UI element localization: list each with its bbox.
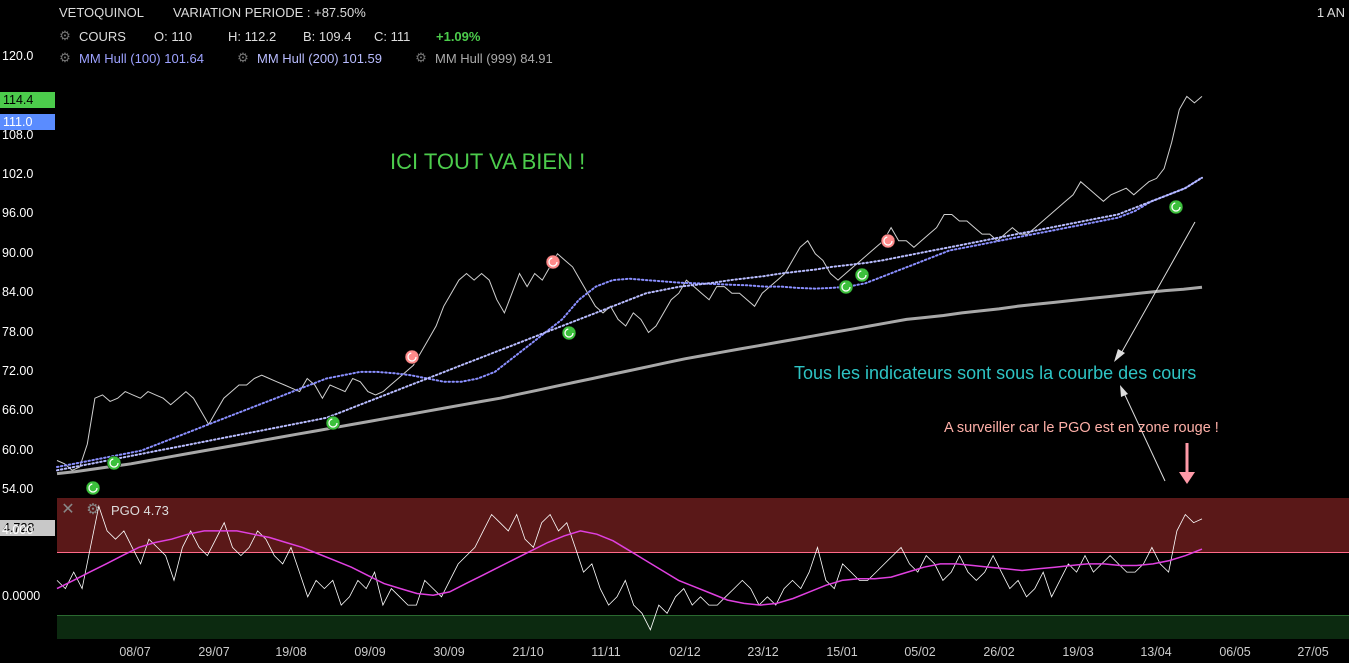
variation-label: VARIATION PERIODE : +87.50%	[173, 5, 366, 20]
sell-signal-icon	[404, 349, 420, 365]
mm100-gear-icon[interactable]: ⚙	[59, 50, 71, 65]
x-tick-label: 09/09	[354, 645, 386, 659]
y-tick-label: 120.0	[2, 49, 34, 63]
sell-signal-icon	[545, 254, 561, 270]
y-tick-label: 66.00	[2, 403, 34, 418]
buy-signal-icon	[838, 279, 854, 295]
high-value: H: 112.2	[228, 29, 277, 44]
x-tick-label: 26/02	[983, 645, 1015, 659]
open-value: O: 110	[154, 29, 193, 44]
arrow-line	[1118, 221, 1196, 358]
x-tick-label: 19/03	[1062, 645, 1094, 659]
mm100-label: MM Hull (100) 101.64	[79, 51, 204, 66]
signal-glyph	[1171, 202, 1181, 212]
x-tick-label: 21/10	[512, 645, 544, 659]
y-tick-label: 96.00	[2, 206, 34, 221]
buy-signal-icon	[325, 415, 341, 431]
x-tick-label: 19/08	[275, 645, 307, 659]
cours-label: COURS	[79, 29, 126, 44]
y-tick-label: 78.00	[2, 324, 34, 339]
x-tick-label: 13/04	[1140, 645, 1172, 659]
pgo-green-zone	[57, 615, 1349, 639]
signal-glyph	[328, 418, 338, 428]
pgo-red-zone	[57, 498, 1349, 553]
x-tick-label: 29/07	[198, 645, 230, 659]
buy-signal-icon	[561, 325, 577, 341]
series-line-mm100	[56, 176, 1203, 468]
arrow-line	[1123, 392, 1166, 482]
buy-signal-icon	[1168, 199, 1184, 215]
x-tick-label: 15/01	[826, 645, 858, 659]
x-tick-label: 23/12	[747, 645, 779, 659]
series-line-mm200	[56, 176, 1203, 472]
y-tick-label: 102.0	[2, 167, 34, 182]
pgo-y-tick-label: 0.0000	[2, 588, 41, 603]
mm200-gear-icon[interactable]: ⚙	[237, 50, 249, 65]
x-tick-label: 06/05	[1219, 645, 1251, 659]
y-tick-label: 90.00	[2, 245, 34, 260]
close-value: C: 111	[374, 29, 411, 44]
pgo-close-icon[interactable]: ✕	[61, 501, 75, 518]
signal-glyph	[841, 282, 851, 292]
signal-glyph	[548, 257, 558, 267]
pgo-badge: 4.728	[0, 520, 55, 536]
pgo-title: PGO 4.73	[111, 503, 169, 518]
y-tick-label: 72.00	[2, 363, 34, 378]
period-button[interactable]: 1 AN	[1316, 5, 1345, 20]
annotation-green: ICI TOUT VA BIEN !	[390, 149, 586, 174]
pgo-gear-icon[interactable]: ⚙	[86, 501, 100, 518]
buy-signal-icon	[854, 267, 870, 283]
price-badge-green: 114.4	[0, 92, 55, 108]
mm999-label: MM Hull (999) 84.91	[435, 51, 553, 66]
signal-glyph	[857, 270, 867, 280]
mm999-gear-icon[interactable]: ⚙	[415, 50, 427, 65]
y-tick-label: 108.0	[2, 127, 34, 142]
arrow-head	[1114, 349, 1125, 362]
low-value: B: 109.4	[303, 29, 352, 44]
signal-glyph	[407, 352, 417, 362]
change-value: +1.09%	[436, 29, 481, 44]
signal-glyph	[88, 483, 98, 493]
x-tick-label: 11/11	[591, 645, 621, 659]
signal-glyph	[883, 236, 893, 246]
x-tick-label: 08/07	[119, 645, 151, 659]
symbol-label: VETOQUINOL	[59, 5, 145, 20]
signal-glyph	[109, 458, 119, 468]
pgo-y-tick-label: 4.000	[2, 522, 34, 537]
y-tick-label: 54.00	[2, 482, 34, 496]
annotation-red: A surveiller car le PGO est en zone roug…	[944, 420, 1219, 436]
mm200-label: MM Hull (200) 101.59	[257, 51, 382, 66]
series-line-price	[56, 95, 1203, 471]
down-arrow-head	[1179, 472, 1195, 484]
annotation-cyan: Tous les indicateurs sont sous la courbe…	[794, 363, 1197, 383]
y-tick-label: 84.00	[2, 285, 34, 300]
series-line-pgo_avg	[56, 530, 1203, 606]
signal-glyph	[564, 328, 574, 338]
x-tick-label: 30/09	[433, 645, 465, 659]
x-tick-label: 05/02	[904, 645, 936, 659]
cours-gear-icon[interactable]: ⚙	[59, 28, 71, 43]
series-line-pgo	[56, 504, 1203, 631]
y-tick-label: 60.00	[2, 442, 34, 457]
arrow-head	[1120, 385, 1128, 397]
buy-signal-icon	[106, 455, 122, 471]
series-line-mm999	[56, 285, 1203, 476]
price-badge-blue: 111.0	[0, 114, 55, 130]
sell-signal-icon	[880, 233, 896, 249]
x-tick-label: 27/05	[1297, 645, 1329, 659]
buy-signal-icon	[85, 480, 101, 496]
pgo-threshold-line	[57, 552, 1349, 553]
x-tick-label: 02/12	[669, 645, 701, 659]
